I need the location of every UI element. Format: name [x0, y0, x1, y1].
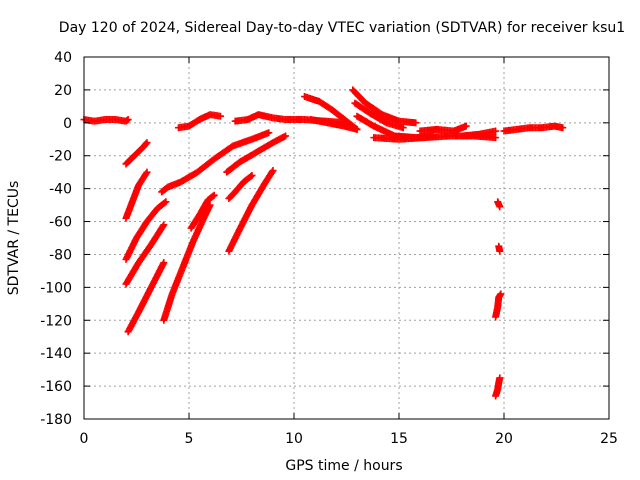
series-arc-13: [225, 167, 277, 255]
data-point: [209, 192, 217, 200]
series-arc-2: [122, 139, 151, 168]
data-point: [353, 125, 361, 133]
series-arc-8: [160, 201, 214, 324]
x-tick-label: 25: [600, 431, 618, 447]
data-point: [462, 122, 470, 130]
data-point: [142, 140, 150, 148]
data-point: [247, 172, 255, 180]
series-arc-17: [349, 86, 420, 127]
plot-frame: [83, 56, 610, 420]
series-arc-7: [158, 129, 273, 196]
series-arc-25: [492, 290, 505, 321]
series-arc-4: [122, 198, 170, 263]
data-point: [412, 119, 420, 127]
series-arc-22: [458, 127, 500, 140]
series-arc-24: [495, 242, 504, 255]
x-tick-label: 10: [285, 431, 303, 447]
x-tick-label: 15: [390, 431, 408, 447]
chart-title: Day 120 of 2024, Sidereal Day-to-day VTE…: [59, 20, 625, 36]
data-point: [142, 169, 150, 177]
y-tick-label: -60: [49, 215, 72, 231]
data-point: [160, 221, 168, 229]
data-point: [282, 132, 290, 140]
data-point: [210, 191, 218, 199]
y-tick-label: -160: [40, 379, 72, 395]
data-point: [159, 222, 167, 230]
series-arc-1: [80, 116, 132, 125]
y-tick-label: -140: [40, 346, 72, 362]
y-tick-label: -80: [49, 247, 72, 263]
series-arc-5: [122, 221, 168, 288]
series-arc-20: [370, 132, 500, 143]
data-point: [399, 124, 407, 132]
data-point: [492, 134, 500, 142]
y-tick-label: 20: [54, 83, 72, 99]
y-axis-label: SDTVAR / TECUs: [6, 181, 22, 296]
data-point: [269, 167, 277, 175]
data-point: [161, 199, 169, 207]
series-arc-12: [225, 171, 256, 203]
x-axis: 0 5 10 15 20 25: [80, 57, 618, 447]
data-point: [143, 139, 151, 147]
data-point: [497, 290, 505, 298]
series-arc-26: [492, 374, 504, 400]
series-arc-6: [124, 259, 168, 336]
data-point: [124, 116, 132, 124]
x-axis-label: GPS time / hours: [285, 458, 402, 474]
series-arc-23: [494, 198, 504, 211]
data-point: [160, 259, 168, 267]
data-point: [265, 129, 273, 137]
data-point: [496, 374, 504, 382]
x-tick-label: 0: [80, 431, 89, 447]
data-point: [162, 198, 170, 206]
x-tick-label: 20: [495, 431, 513, 447]
y-tick-label: -40: [49, 182, 72, 198]
series-arc-27: [500, 122, 567, 135]
data-point: [496, 247, 504, 255]
series-arc-9: [175, 111, 224, 132]
y-tick-label: -20: [49, 149, 72, 165]
series-arc-18: [351, 99, 407, 132]
series-arc-3: [122, 168, 151, 222]
data-point: [268, 168, 276, 176]
y-tick-label: -100: [40, 280, 72, 296]
data-point: [217, 112, 224, 120]
series-arc-11: [223, 132, 290, 176]
data-point: [492, 127, 500, 135]
data-points: [80, 86, 567, 400]
series-arc-10: [187, 191, 218, 232]
y-tick-label: -180: [40, 412, 72, 428]
y-tick-label: -120: [40, 313, 72, 329]
x-tick-label: 5: [185, 431, 194, 447]
data-point: [143, 168, 151, 176]
grid-lines: [84, 57, 609, 419]
y-tick-label: 0: [63, 116, 72, 132]
y-tick-label: 40: [54, 50, 72, 66]
series-arc-21: [416, 122, 470, 135]
series-arc-16: [307, 116, 361, 133]
data-point: [496, 203, 504, 211]
data-point: [559, 124, 567, 132]
data-point: [248, 171, 256, 179]
y-axis: 40 20 0 -20 -40 -60 -80 -100 -120 -140 -160 -180: [40, 50, 609, 428]
data-point: [123, 116, 131, 124]
